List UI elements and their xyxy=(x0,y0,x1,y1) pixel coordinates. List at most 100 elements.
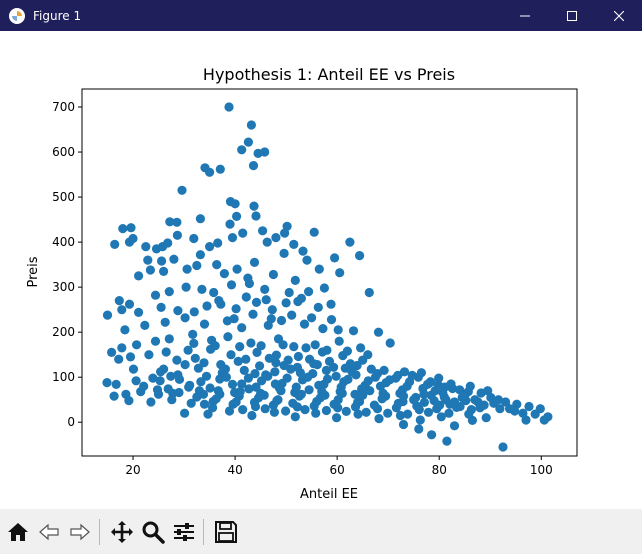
data-point xyxy=(237,145,247,155)
data-point xyxy=(189,233,199,244)
data-point xyxy=(140,320,150,330)
data-point xyxy=(232,264,242,274)
data-point xyxy=(244,384,254,394)
data-point xyxy=(156,302,166,312)
data-point xyxy=(326,315,337,325)
data-point xyxy=(238,228,248,238)
data-point xyxy=(208,403,218,413)
data-point xyxy=(303,372,313,382)
data-point xyxy=(427,430,437,440)
data-point xyxy=(214,296,224,306)
data-point xyxy=(159,266,169,276)
data-point xyxy=(248,161,259,171)
close-icon xyxy=(613,10,624,21)
y-axis-label: Preis xyxy=(26,256,41,287)
data-point xyxy=(260,284,270,294)
data-point xyxy=(230,199,240,209)
data-point xyxy=(347,367,357,377)
data-point xyxy=(263,371,273,381)
configure-subplots-button[interactable] xyxy=(170,518,198,546)
data-point xyxy=(237,379,247,389)
data-point xyxy=(449,421,460,431)
data-point xyxy=(172,230,182,240)
data-point xyxy=(199,399,210,409)
data-point xyxy=(261,295,271,305)
data-point xyxy=(250,401,261,412)
data-point xyxy=(269,407,279,417)
maximize-button[interactable] xyxy=(548,0,595,31)
data-point xyxy=(173,306,183,316)
data-point xyxy=(361,407,371,417)
close-button[interactable] xyxy=(595,0,642,31)
data-point xyxy=(322,374,333,384)
zoom-button[interactable] xyxy=(139,518,167,546)
back-button[interactable] xyxy=(35,518,63,546)
data-point xyxy=(498,442,508,452)
data-point xyxy=(301,343,311,353)
data-point xyxy=(210,341,220,351)
points-layer xyxy=(102,102,553,452)
data-point xyxy=(251,382,261,392)
minimize-icon xyxy=(519,15,530,16)
data-point xyxy=(114,296,124,306)
data-point xyxy=(262,237,272,247)
data-point xyxy=(241,354,251,364)
save-button[interactable] xyxy=(212,518,240,546)
data-point xyxy=(364,287,374,298)
data-point xyxy=(449,397,460,407)
data-point xyxy=(146,397,156,407)
magnifier-icon xyxy=(142,521,165,544)
data-point xyxy=(310,340,320,350)
data-point xyxy=(296,293,306,303)
data-point xyxy=(465,381,475,391)
data-point xyxy=(120,325,130,335)
data-point xyxy=(215,164,225,174)
data-point xyxy=(378,388,388,398)
data-point xyxy=(374,414,384,424)
data-point xyxy=(161,347,171,357)
data-point xyxy=(150,336,161,346)
data-point xyxy=(243,137,253,147)
data-point xyxy=(372,369,383,379)
window-titlebar[interactable]: Figure 1 xyxy=(0,0,642,31)
data-point xyxy=(398,419,409,430)
home-button[interactable] xyxy=(4,518,32,546)
minimize-button[interactable] xyxy=(501,0,548,31)
data-point xyxy=(298,246,308,256)
data-point xyxy=(124,396,134,406)
data-point xyxy=(363,376,373,386)
navigation-toolbar xyxy=(0,509,642,554)
data-point xyxy=(395,410,405,421)
data-point xyxy=(290,412,300,422)
data-point xyxy=(332,413,342,423)
y-tick-label: 200 xyxy=(52,325,75,339)
data-point xyxy=(319,283,329,293)
data-point xyxy=(385,338,395,348)
data-point xyxy=(227,233,238,243)
data-point xyxy=(287,310,297,320)
matplotlib-icon xyxy=(9,7,25,24)
forward-button[interactable] xyxy=(66,518,94,546)
data-point xyxy=(205,383,215,393)
x-tick-label: 40 xyxy=(227,463,242,477)
toolbar-separator xyxy=(99,518,100,545)
data-point xyxy=(246,120,256,130)
data-point xyxy=(355,251,365,261)
data-point xyxy=(250,369,260,379)
data-point xyxy=(276,386,286,396)
data-point xyxy=(271,233,281,243)
data-point xyxy=(185,380,195,390)
data-point xyxy=(281,406,291,416)
figure-canvas[interactable]: Hypothesis 1: Anteil EE vs Preis 20 40 60 8… xyxy=(0,31,642,509)
pan-button[interactable] xyxy=(108,518,136,546)
data-point xyxy=(423,407,434,417)
data-point xyxy=(246,338,256,348)
data-point xyxy=(373,327,384,337)
data-point xyxy=(299,319,310,329)
y-tick-label: 600 xyxy=(52,145,75,159)
data-point xyxy=(342,346,352,356)
data-point xyxy=(125,352,136,362)
data-point xyxy=(446,379,456,389)
data-point xyxy=(398,391,409,401)
data-point xyxy=(352,360,362,371)
